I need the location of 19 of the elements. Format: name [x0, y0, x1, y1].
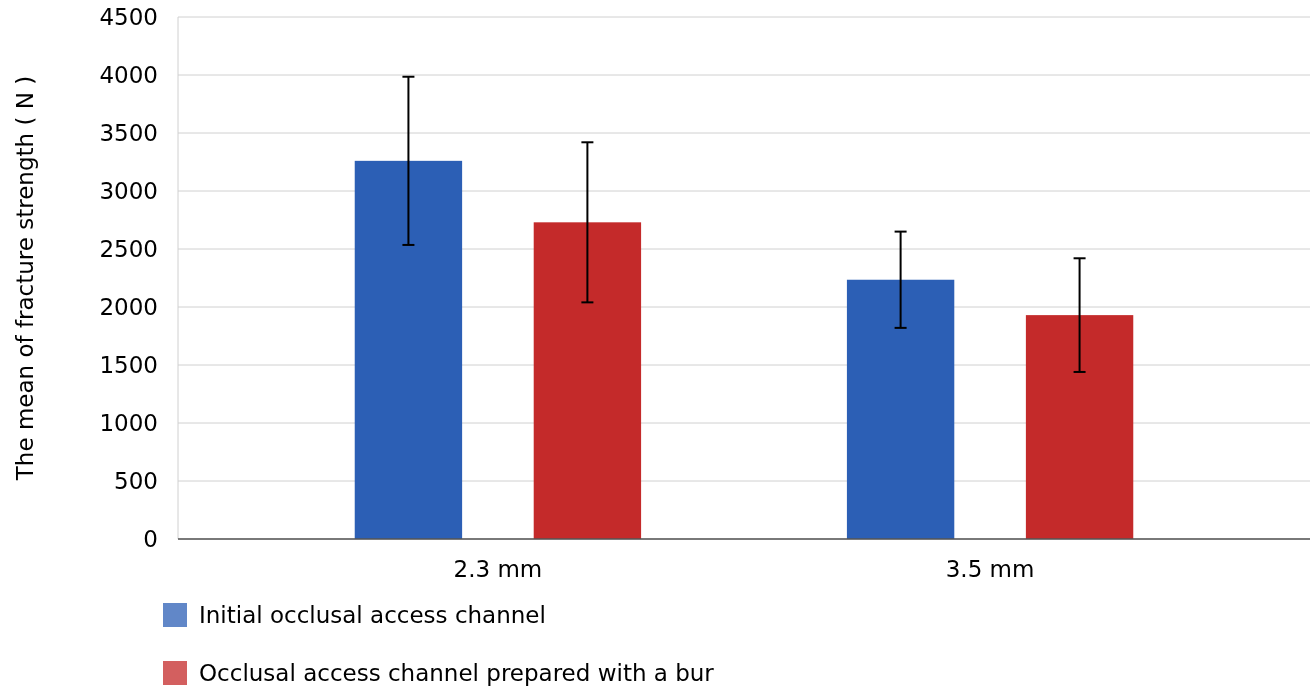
y-tick-label: 3000 — [99, 178, 158, 205]
y-tick-label: 500 — [114, 468, 158, 495]
y-tick-label: 4000 — [99, 62, 158, 89]
y-tick-label: 1500 — [99, 352, 158, 379]
y-axis-title: The mean of fracture strength ( N ) — [12, 75, 38, 482]
y-tick-label: 0 — [143, 526, 158, 553]
bar — [533, 222, 642, 539]
x-tick-label: 3.5 mm — [945, 556, 1035, 582]
y-tick-label: 1000 — [99, 410, 158, 437]
y-tick-label: 2000 — [99, 294, 158, 321]
x-tick-label: 2.3 mm — [453, 556, 543, 582]
y-tick-label: 2500 — [99, 236, 158, 263]
legend-label: Initial occlusal access channel — [199, 602, 546, 629]
bar — [1025, 315, 1134, 539]
bar — [354, 160, 463, 539]
bar — [846, 279, 955, 539]
y-tick-label: 3500 — [99, 120, 158, 147]
y-tick-label: 4500 — [99, 4, 158, 31]
legend-label: Occlusal access channel prepared with a bur — [199, 660, 715, 687]
